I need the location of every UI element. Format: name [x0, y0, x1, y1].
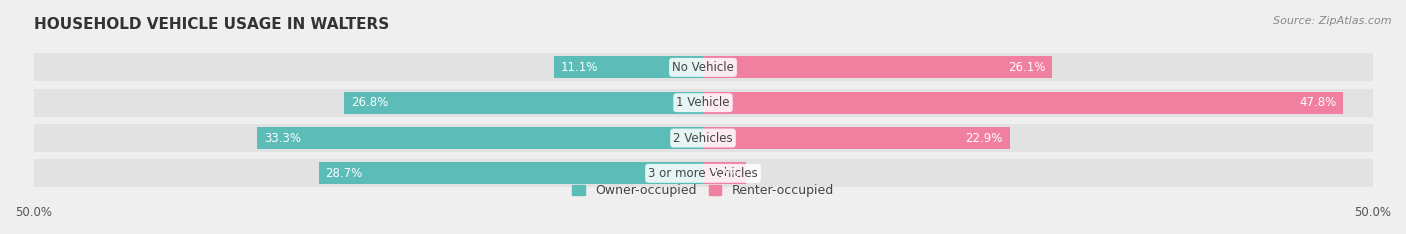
- Text: 26.8%: 26.8%: [352, 96, 388, 109]
- Text: 3.2%: 3.2%: [710, 167, 740, 180]
- Bar: [344, 92, 703, 114]
- Bar: [703, 56, 1053, 78]
- Text: 11.1%: 11.1%: [561, 61, 599, 74]
- Text: 22.9%: 22.9%: [966, 132, 1002, 145]
- Text: 33.3%: 33.3%: [264, 132, 301, 145]
- Text: Source: ZipAtlas.com: Source: ZipAtlas.com: [1274, 16, 1392, 26]
- Bar: [703, 127, 1010, 149]
- Bar: [703, 92, 1343, 114]
- Bar: [34, 159, 1372, 187]
- Bar: [34, 53, 1372, 81]
- Text: 28.7%: 28.7%: [325, 167, 363, 180]
- Text: 2 Vehicles: 2 Vehicles: [673, 132, 733, 145]
- Text: 26.1%: 26.1%: [1008, 61, 1046, 74]
- Text: 3 or more Vehicles: 3 or more Vehicles: [648, 167, 758, 180]
- Text: HOUSEHOLD VEHICLE USAGE IN WALTERS: HOUSEHOLD VEHICLE USAGE IN WALTERS: [34, 17, 388, 32]
- Bar: [257, 127, 703, 149]
- Bar: [34, 124, 1372, 152]
- Text: 47.8%: 47.8%: [1299, 96, 1336, 109]
- Text: 1 Vehicle: 1 Vehicle: [676, 96, 730, 109]
- Bar: [319, 162, 703, 184]
- Legend: Owner-occupied, Renter-occupied: Owner-occupied, Renter-occupied: [568, 179, 838, 202]
- Bar: [34, 88, 1372, 117]
- Bar: [554, 56, 703, 78]
- Text: No Vehicle: No Vehicle: [672, 61, 734, 74]
- Bar: [703, 162, 745, 184]
